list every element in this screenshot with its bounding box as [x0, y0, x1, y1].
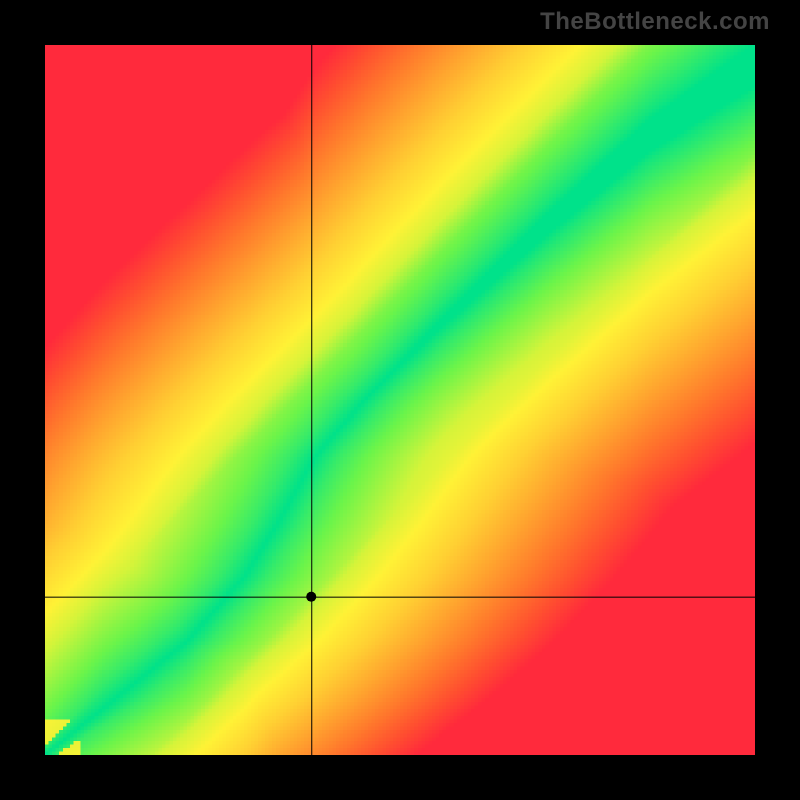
outer-frame: TheBottleneck.com: [0, 0, 800, 800]
crosshair-overlay: [45, 45, 755, 755]
plot-area: [45, 45, 755, 755]
watermark-text: TheBottleneck.com: [540, 8, 770, 36]
